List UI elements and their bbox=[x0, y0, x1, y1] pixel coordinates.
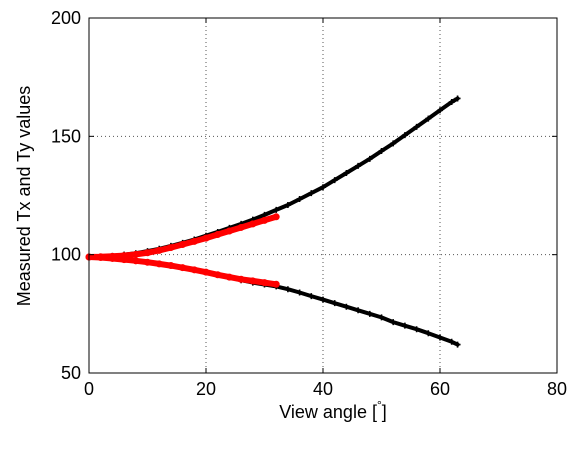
data-point bbox=[448, 99, 455, 106]
x-axis-label-unit: ° bbox=[377, 398, 382, 412]
data-point bbox=[155, 260, 163, 268]
data-point bbox=[284, 286, 291, 293]
x-axis-label-close: ] bbox=[382, 402, 387, 422]
data-point bbox=[225, 227, 233, 235]
data-point bbox=[167, 262, 175, 270]
data-point bbox=[190, 266, 198, 274]
data-point bbox=[108, 254, 116, 262]
ticks bbox=[88, 17, 558, 374]
x-tick-label: 80 bbox=[547, 379, 567, 399]
data-point bbox=[355, 162, 362, 169]
data-point bbox=[308, 190, 315, 197]
data-point bbox=[284, 201, 291, 208]
data-point bbox=[179, 240, 187, 248]
x-tick-label: 60 bbox=[430, 379, 450, 399]
data-point bbox=[261, 279, 268, 287]
data-point bbox=[343, 303, 350, 310]
data-point bbox=[155, 246, 163, 254]
tick-labels: 0 20 40 60 80 50 100 150 200 bbox=[51, 8, 567, 399]
data-point bbox=[237, 223, 245, 231]
data-point bbox=[144, 249, 151, 257]
data-point bbox=[272, 280, 280, 288]
data-point bbox=[366, 155, 373, 162]
data-point bbox=[401, 322, 408, 329]
data-point bbox=[437, 107, 443, 114]
x-axis-label-text: View angle [ bbox=[279, 402, 377, 422]
data-point bbox=[413, 326, 420, 333]
data-point bbox=[272, 213, 280, 221]
data-point bbox=[343, 170, 350, 177]
data-point bbox=[296, 289, 303, 296]
data-point bbox=[390, 140, 397, 147]
x-tick-label: 0 bbox=[84, 379, 94, 399]
data-point bbox=[214, 271, 222, 279]
data-point bbox=[202, 268, 210, 276]
data-point bbox=[202, 234, 210, 242]
y-tick-label: 200 bbox=[51, 8, 81, 28]
data-point bbox=[308, 293, 315, 300]
data-point bbox=[296, 196, 303, 203]
data-point bbox=[454, 341, 461, 348]
data-points bbox=[85, 95, 461, 348]
data-point bbox=[179, 264, 187, 272]
data-point bbox=[167, 244, 175, 252]
data-point bbox=[401, 132, 408, 139]
data-point bbox=[273, 206, 280, 213]
data-point bbox=[320, 184, 326, 191]
data-point bbox=[413, 123, 420, 130]
data-point bbox=[214, 231, 222, 239]
data-point bbox=[120, 256, 128, 264]
y-tick-label: 100 bbox=[51, 245, 81, 265]
data-point bbox=[97, 254, 105, 262]
data-point bbox=[320, 296, 326, 303]
series-3 bbox=[85, 253, 280, 288]
x-tick-label: 40 bbox=[313, 379, 333, 399]
data-point bbox=[132, 250, 140, 258]
x-tick-label: 20 bbox=[196, 379, 216, 399]
data-point bbox=[249, 277, 257, 285]
data-point bbox=[355, 307, 362, 314]
data-point bbox=[378, 148, 385, 155]
data-point bbox=[190, 237, 198, 245]
data-point bbox=[237, 275, 245, 283]
data-point bbox=[249, 220, 257, 228]
data-point bbox=[331, 177, 338, 184]
data-point bbox=[390, 319, 397, 326]
y-axis-label: Measured Tx and Ty values bbox=[14, 86, 34, 306]
data-point bbox=[366, 310, 373, 317]
data-point bbox=[425, 115, 432, 122]
data-point bbox=[378, 314, 385, 321]
data-point bbox=[261, 216, 268, 224]
data-point bbox=[132, 257, 140, 265]
data-point bbox=[331, 300, 338, 307]
data-point bbox=[144, 258, 151, 266]
y-tick-label: 50 bbox=[61, 363, 81, 383]
y-tick-label: 150 bbox=[51, 126, 81, 146]
x-axis-label: View angle [°] bbox=[279, 398, 387, 422]
data-point bbox=[225, 273, 233, 281]
data-point bbox=[437, 334, 443, 341]
data-point bbox=[448, 338, 455, 345]
data-point bbox=[454, 95, 461, 102]
data-point bbox=[425, 330, 432, 337]
